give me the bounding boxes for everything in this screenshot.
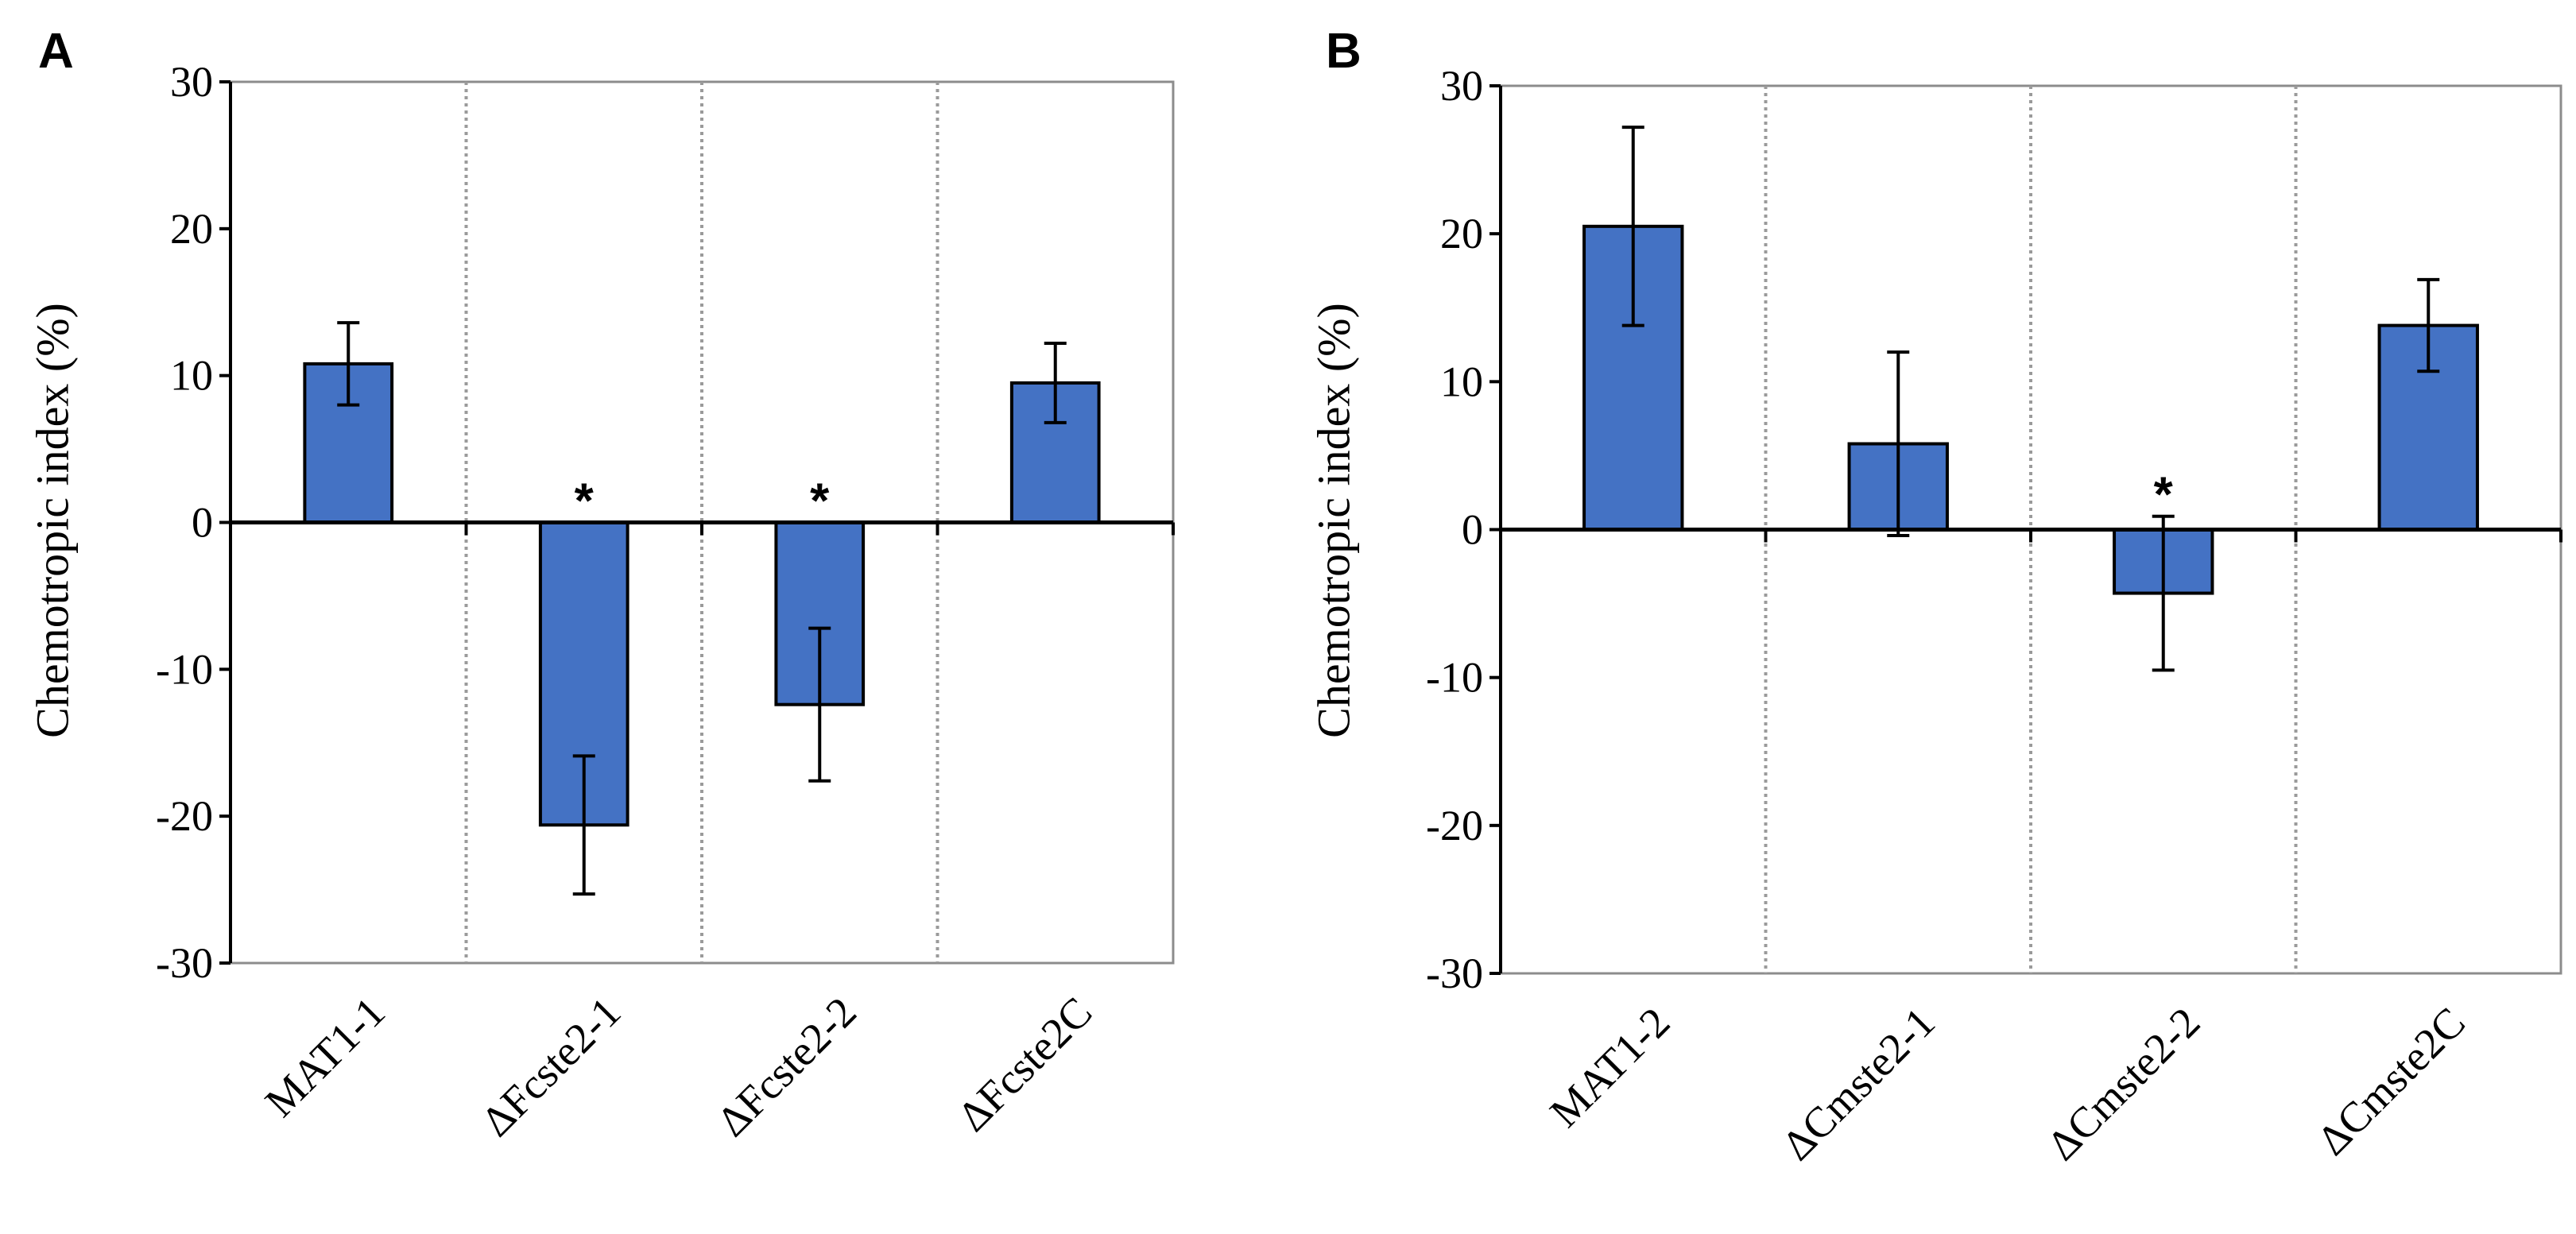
y-tick-label: 10	[1440, 358, 1483, 405]
y-tick-label: 20	[170, 205, 213, 253]
panel-label: A	[38, 24, 74, 79]
y-tick-label: 0	[192, 499, 213, 547]
x-category-label: MAT1-1	[256, 988, 394, 1126]
y-axis-title: Chemotropic index (%)	[27, 303, 79, 738]
x-category-label: ΔFcste2-2	[707, 988, 865, 1145]
significance-marker: *	[2154, 468, 2174, 523]
y-tick-label: 10	[170, 352, 213, 400]
x-category-label: ΔFcste2-1	[472, 988, 629, 1145]
y-tick-label: 30	[1440, 62, 1483, 110]
chart-panel-b: B Chemotropic index (%) 30 20 10 0 -10 -20 -30 * M…	[1308, 24, 2562, 1170]
bar	[1009, 381, 1101, 524]
y-tick-label: 30	[170, 58, 213, 106]
y-tick-label: 0	[1462, 506, 1483, 554]
y-axis-title: Chemotropic index (%)	[1308, 303, 1360, 738]
y-tick-label: -10	[1426, 654, 1483, 702]
y-tick-label: -20	[1426, 802, 1483, 849]
x-category-label: ΔCmste2-1	[1772, 998, 1943, 1169]
x-category-label: ΔCmste2-2	[2038, 998, 2209, 1169]
chart-panel-a: A Chemotropic index (%) 30 20 10 0 -10 -20 -30 * *…	[27, 24, 1175, 1146]
y-tick-label: -20	[156, 792, 213, 840]
y-tick-label: -10	[156, 645, 213, 693]
y-tick-label: 20	[1440, 210, 1483, 257]
y-tick-label: -30	[1426, 950, 1483, 997]
x-category-label: ΔFcste2C	[948, 988, 1101, 1140]
x-category-label: MAT1-2	[1540, 998, 1679, 1136]
significance-marker: *	[810, 474, 830, 529]
panel-label: B	[1326, 24, 1362, 79]
significance-marker: *	[575, 474, 595, 529]
y-tick-label: -30	[156, 939, 213, 987]
x-category-label: ΔCmste2C	[2308, 998, 2474, 1164]
